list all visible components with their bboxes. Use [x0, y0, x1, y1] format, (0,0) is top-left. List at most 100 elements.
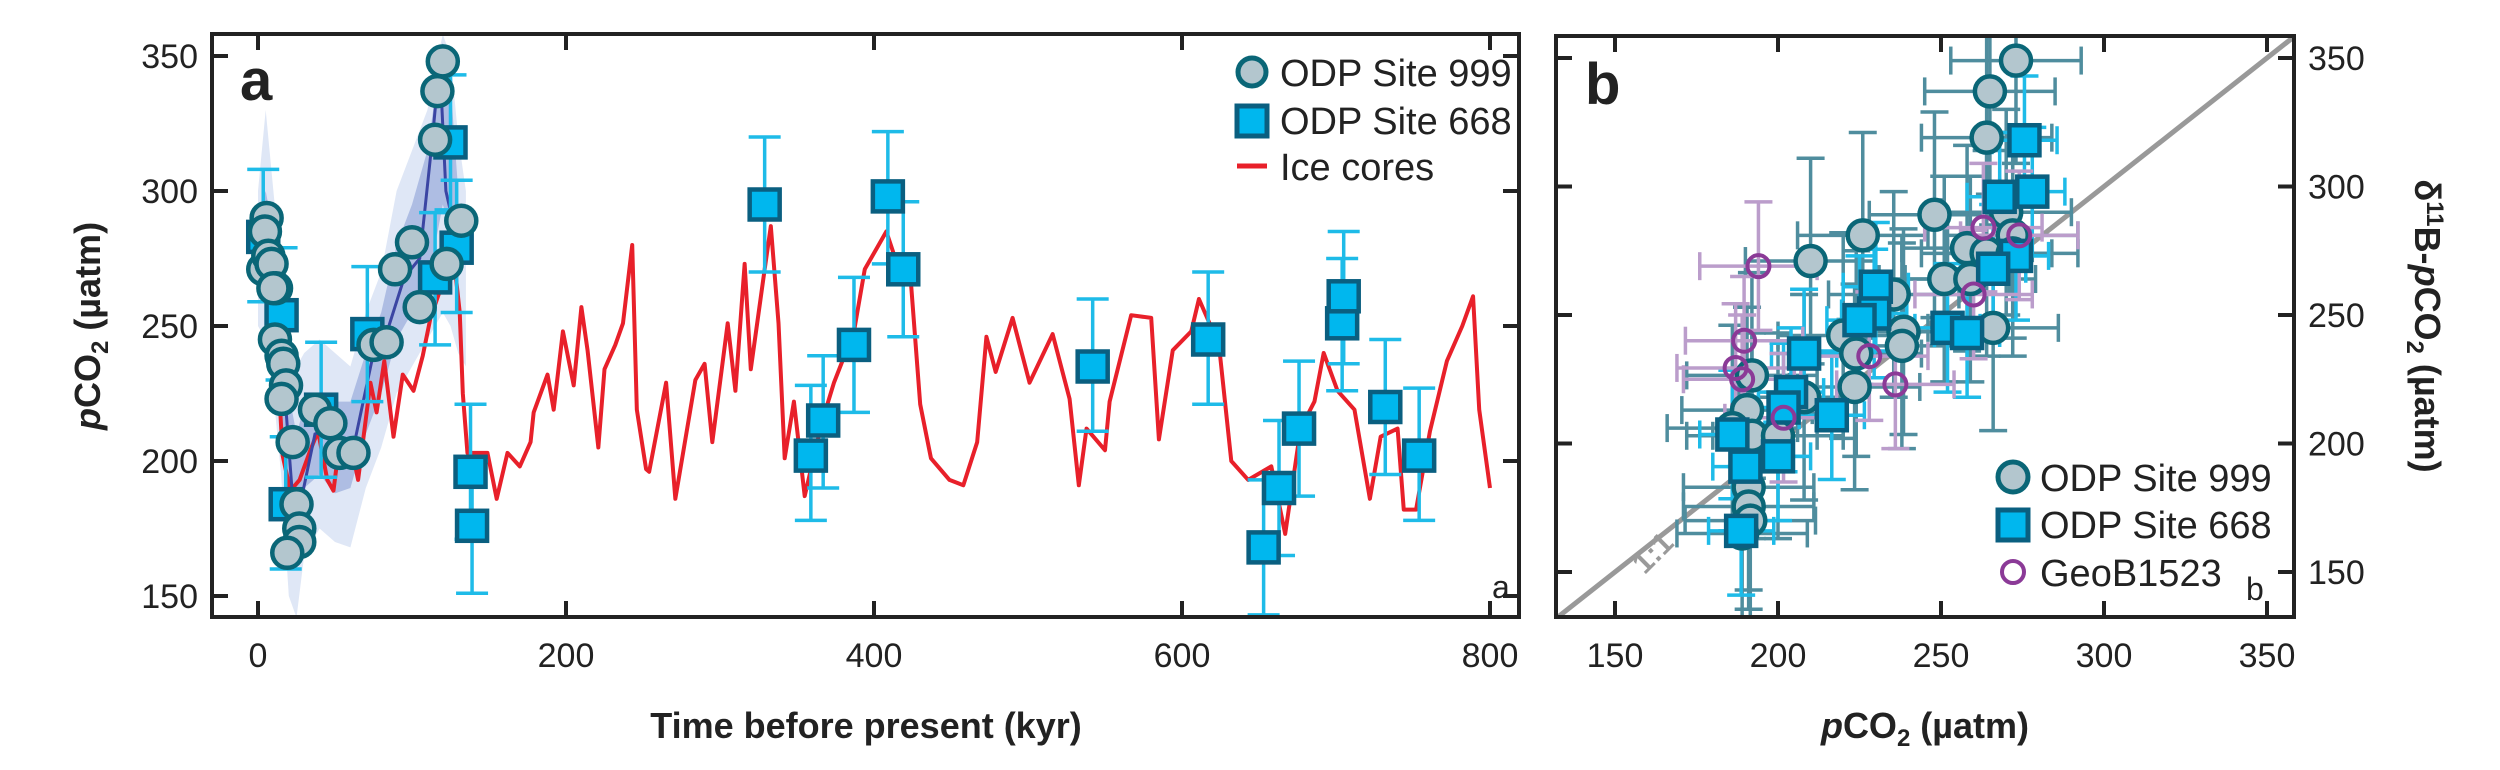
point-odp-668 — [1760, 439, 1796, 474]
panel-a: 0 200 400 600 800 150 200 250 300 350 — [141, 32, 1521, 675]
point-odp-999 — [1838, 336, 1874, 371]
legend-open-circle-icon — [2000, 559, 2026, 585]
point-odp-668 — [747, 187, 782, 222]
y-tick-label: 200 — [2308, 426, 2365, 464]
point-odp-668 — [836, 327, 872, 363]
point-odp-999 — [256, 270, 291, 306]
x-title-unit: (µatm) — [1910, 705, 2029, 746]
y-title-co: CO — [2407, 287, 2448, 341]
point-odp-999 — [444, 203, 479, 238]
y-title-delta: δ — [2407, 179, 2448, 201]
plot-area-a — [245, 34, 1492, 617]
panel-b-legend: ODP Site 999 ODP Site 668 GeoB1523 — [1995, 458, 2272, 595]
y-tick-label: 200 — [141, 443, 198, 481]
point-odp-999 — [336, 435, 371, 471]
point-geob1523 — [1856, 343, 1883, 370]
legend-label-668: ODP Site 668 — [2040, 505, 2272, 547]
point-odp-668 — [2007, 122, 2042, 158]
point-geob1523 — [2006, 222, 2033, 249]
point-odp-999 — [1969, 120, 2004, 155]
point-odp-999 — [429, 246, 464, 282]
point-odp-999 — [402, 289, 437, 325]
point-odp-668 — [1728, 449, 1763, 484]
panel-a-legend: ODP Site 999 ODP Site 668 Ice cores — [1234, 53, 1512, 189]
y-tick-label: 300 — [141, 173, 198, 211]
panel-b-x-axis-title: pCO2 (µatm) — [1820, 705, 2029, 752]
y-title-co: CO — [67, 354, 108, 408]
x-tick-label: 200 — [1750, 637, 1807, 675]
point-odp-668 — [886, 252, 921, 287]
point-odp-668 — [1715, 417, 1750, 452]
point-odp-668 — [1786, 336, 1822, 371]
point-odp-668 — [1842, 302, 1877, 338]
point-odp-668 — [1326, 279, 1361, 314]
point-odp-999 — [1845, 218, 1881, 253]
point-odp-668 — [793, 438, 829, 473]
y-title-p: p — [2407, 264, 2448, 287]
y-title-sub: 2 — [87, 341, 114, 354]
legend-label-999: ODP Site 999 — [2040, 458, 2272, 500]
y-tick-label: 350 — [141, 38, 198, 76]
axes: 150 200 250 300 350 150 200 250 300 350 — [1554, 34, 2365, 675]
point-odp-668 — [1949, 315, 1985, 351]
x-tick-label: 600 — [1154, 637, 1211, 675]
point-odp-668 — [870, 179, 906, 214]
y-tick-label: 150 — [2308, 554, 2365, 592]
point-geob1523 — [1731, 327, 1758, 354]
point-odp-999 — [313, 405, 348, 441]
x-tick-label: 200 — [538, 637, 595, 675]
point-odp-668 — [1075, 349, 1110, 384]
point-odp-999 — [394, 225, 430, 260]
point-odp-668 — [805, 403, 841, 438]
point-odp-999 — [1793, 243, 1828, 279]
point-odp-999 — [264, 381, 299, 417]
y-title-sup: 11 — [2421, 201, 2448, 226]
y-tick-label: 250 — [141, 308, 198, 346]
y-tick-label: 150 — [141, 578, 198, 616]
panel-b-corner-label: b — [2246, 571, 2264, 607]
point-odp-668 — [454, 508, 490, 544]
point-odp-668 — [1723, 513, 1759, 549]
point-odp-668 — [1261, 470, 1297, 506]
point-odp-999 — [1837, 369, 1872, 405]
point-geob1523 — [1882, 371, 1909, 398]
y-title-unit: (µatm) — [67, 222, 108, 341]
plot-frame — [210, 32, 1521, 619]
x-tick-label: 400 — [846, 637, 903, 675]
point-odp-999 — [417, 122, 453, 157]
point-odp-668 — [2015, 174, 2050, 209]
panel-a-y-axis-title: pCO2 (µatm) — [67, 222, 114, 431]
x-tick-label: 800 — [1462, 637, 1519, 675]
y-tick-label: 350 — [2308, 40, 2365, 78]
x-tick-label: 350 — [2239, 637, 2296, 675]
point-odp-999 — [275, 424, 310, 460]
point-odp-999 — [1972, 74, 2008, 109]
point-odp-668 — [1982, 179, 2017, 215]
point-odp-668 — [1246, 530, 1281, 565]
panel-a-x-axis-title: Time before present (kyr) — [650, 705, 1081, 746]
point-odp-999 — [270, 535, 305, 571]
point-odp-668 — [1401, 438, 1437, 473]
y-tick-label: 300 — [2308, 169, 2365, 207]
point-odp-999 — [369, 324, 404, 360]
point-odp-999 — [1998, 43, 2034, 78]
point-odp-999 — [1884, 328, 1920, 364]
point-odp-668 — [1190, 322, 1226, 357]
x-title-sub: 2 — [1897, 725, 1910, 752]
point-geob1523 — [1770, 404, 1797, 431]
plot-area-b — [1556, 36, 2294, 617]
point-odp-668 — [1281, 411, 1317, 446]
point-geob1523 — [1729, 366, 1756, 393]
x-tick-label: 0 — [249, 637, 268, 675]
x-tick-label: 150 — [1587, 637, 1644, 675]
point-odp-999 — [377, 252, 413, 287]
panel-a-letter: a — [240, 48, 273, 113]
panel-a-corner-label: a — [1492, 569, 1510, 605]
one-to-one-label: 1:1 — [1626, 526, 1680, 580]
y-title-sub: 2 — [2401, 341, 2428, 354]
x-title-co: CO — [1843, 705, 1897, 746]
point-odp-999 — [420, 73, 455, 109]
y-title-unit: (µatm) — [2407, 354, 2448, 473]
panel-b-y-axis-title: δ11B-pCO2 (µatm) — [2401, 179, 2448, 472]
